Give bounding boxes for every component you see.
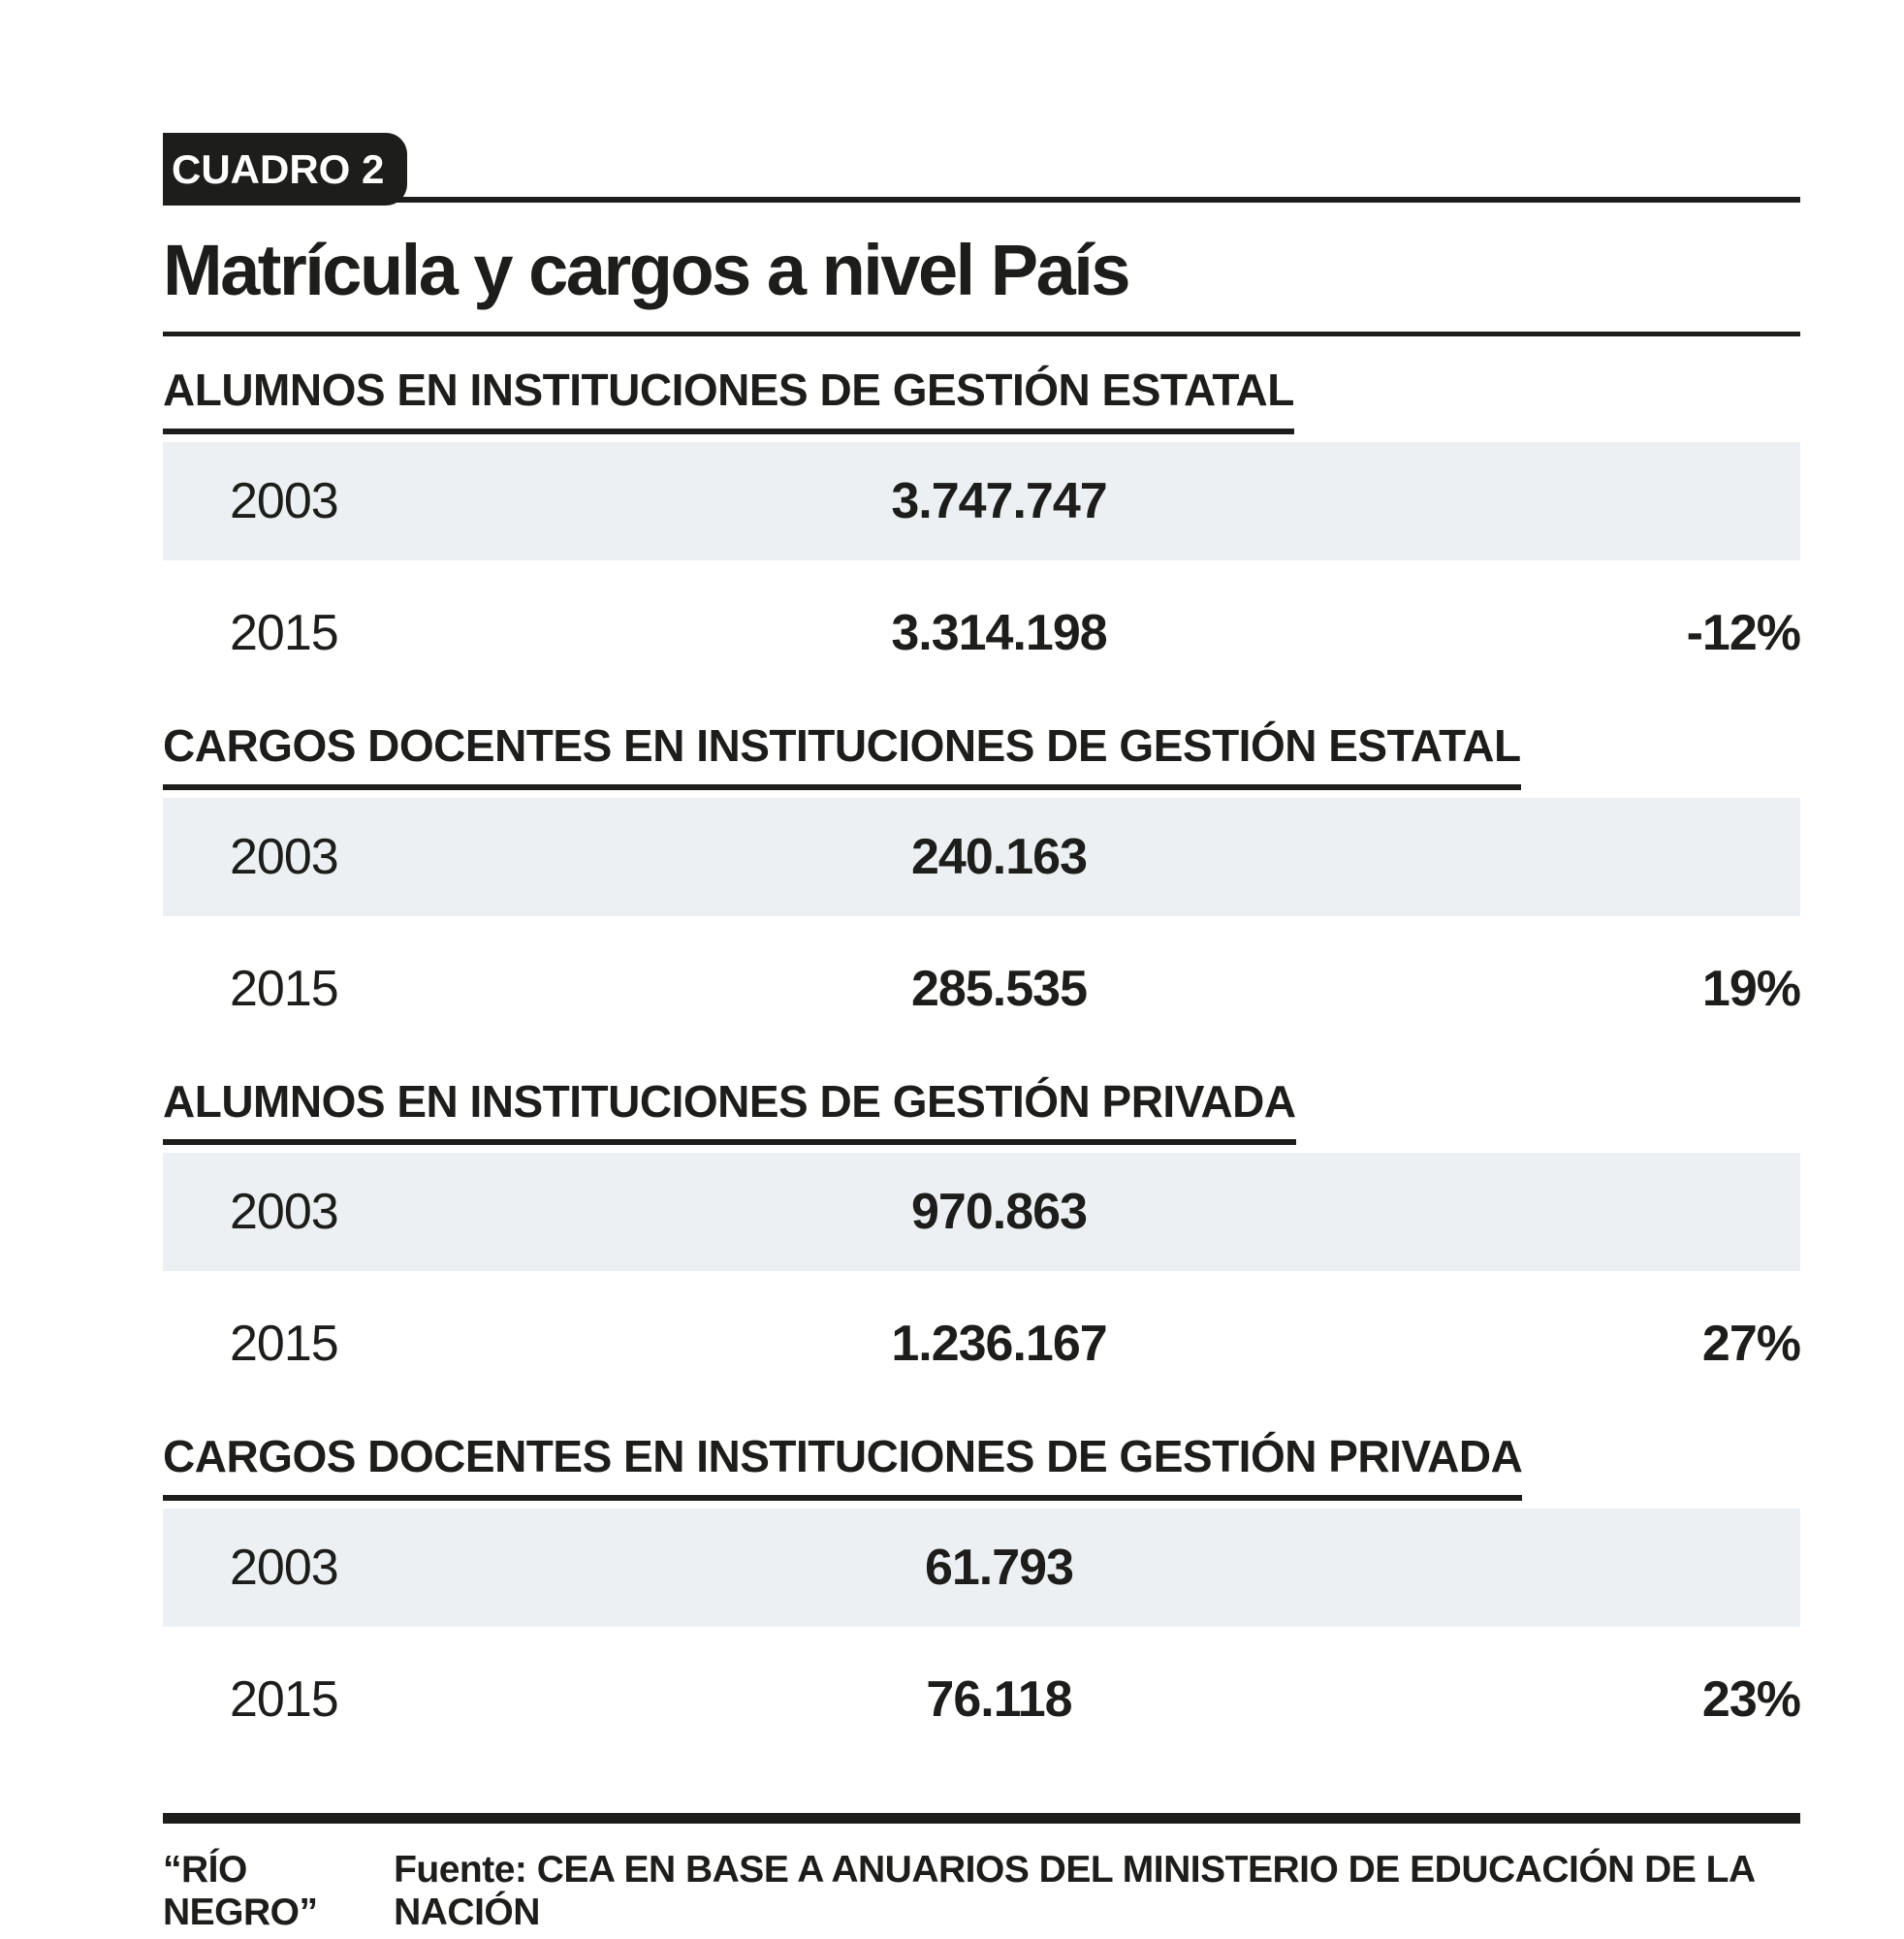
row-value: 61.793	[924, 1540, 1074, 1597]
table-row: 2015 3.314.198 -12%	[163, 574, 1801, 692]
section-header: ALUMNOS EN INSTITUCIONES DE GESTIÓN PRIV…	[163, 1073, 1296, 1146]
row-change: 23%	[1701, 1671, 1801, 1729]
table-row: 2003 61.793	[163, 1509, 1800, 1628]
page-title: Matrícula y cargos a nivel País	[163, 230, 1131, 310]
row-year: 2015	[230, 1316, 339, 1373]
badge-rule	[163, 197, 1800, 203]
section-alumnos-privada: ALUMNOS EN INSTITUCIONES DE GESTIÓN PRIV…	[163, 1073, 1801, 1404]
row-value: 3.747.747	[891, 472, 1107, 529]
section-cargos-privada: CARGOS DOCENTES EN INSTITUCIONES DE GEST…	[163, 1428, 1801, 1759]
row-year: 2015	[230, 1671, 339, 1729]
table-row: 2015 285.535 19%	[163, 930, 1801, 1048]
row-value: 970.863	[911, 1184, 1088, 1241]
row-value: 76.118	[926, 1671, 1072, 1729]
table-row: 2015 76.118 23%	[163, 1640, 1801, 1759]
table-row: 2015 1.236.167 27%	[163, 1285, 1801, 1403]
row-change: 27%	[1701, 1316, 1801, 1373]
source-label: Fuente: CEA EN BASE A ANUARIOS DEL MINIS…	[394, 1849, 1755, 1934]
row-year: 2015	[230, 960, 339, 1017]
section-header: ALUMNOS EN INSTITUCIONES DE GESTIÓN ESTA…	[163, 362, 1294, 434]
section-cargos-estatal: CARGOS DOCENTES EN INSTITUCIONES DE GEST…	[163, 717, 1801, 1048]
row-year: 2003	[230, 1540, 339, 1597]
row-year: 2003	[230, 828, 339, 885]
footer-rule	[163, 1813, 1800, 1825]
footer: “RÍO NEGRO” Fuente: CEA EN BASE A ANUARI…	[163, 1849, 1800, 1934]
table-row: 2003 3.747.747	[163, 441, 1800, 560]
row-value: 240.163	[911, 828, 1088, 885]
row-year: 2003	[230, 1184, 339, 1241]
section-header: CARGOS DOCENTES EN INSTITUCIONES DE GEST…	[163, 1428, 1523, 1502]
title-rule	[163, 332, 1800, 336]
row-value: 3.314.198	[891, 604, 1107, 661]
section-alumnos-estatal: ALUMNOS EN INSTITUCIONES DE GESTIÓN ESTA…	[163, 362, 1801, 692]
row-value: 1.236.167	[891, 1316, 1107, 1373]
row-change: 19%	[1701, 960, 1801, 1017]
row-year: 2015	[230, 604, 339, 661]
row-value: 285.535	[911, 960, 1088, 1017]
credit-label: “RÍO NEGRO”	[163, 1849, 318, 1934]
row-change: -12%	[1686, 604, 1801, 661]
table-row: 2003 240.163	[163, 797, 1800, 916]
badge-band: CUADRO 2	[163, 133, 1800, 206]
table-tag-badge: CUADRO 2	[163, 133, 408, 206]
section-header: CARGOS DOCENTES EN INSTITUCIONES DE GEST…	[163, 717, 1521, 790]
table-row: 2003 970.863	[163, 1153, 1800, 1272]
row-year: 2003	[230, 472, 339, 529]
